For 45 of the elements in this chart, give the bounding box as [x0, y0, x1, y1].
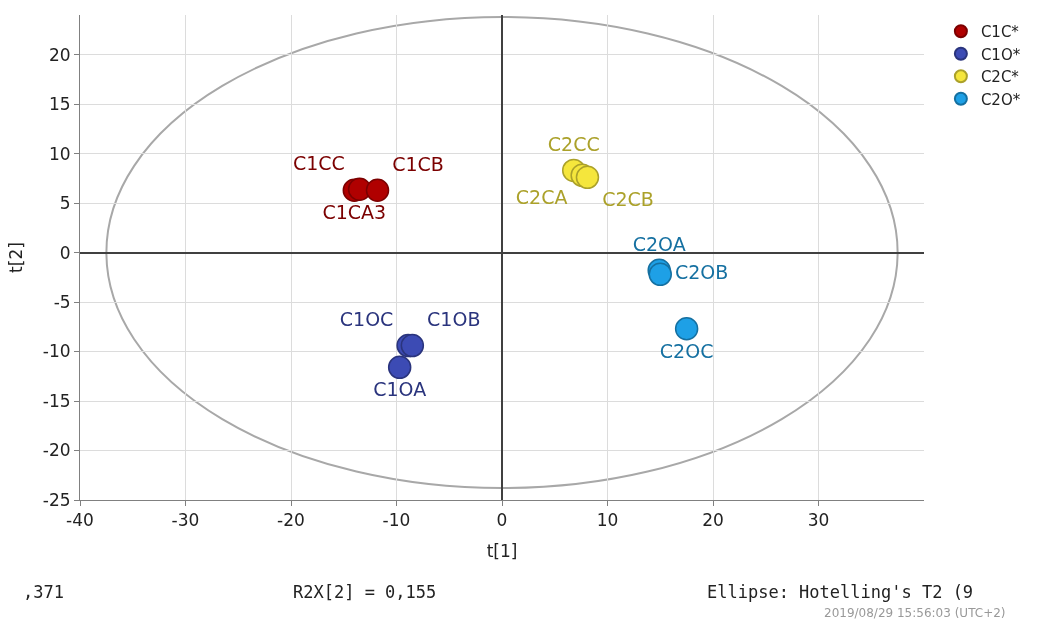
x-axis-title: t[1] [486, 540, 518, 561]
data-label: C1OA [373, 378, 427, 401]
data-label: C2CC [547, 132, 600, 155]
legend-label: C2C* [980, 68, 1020, 87]
x-tick-label: 0 [496, 510, 508, 531]
point [575, 165, 600, 190]
y-tick-label: 0 [59, 242, 71, 263]
data-label: C1CC [292, 151, 345, 174]
data-label: C2OA [632, 232, 686, 255]
x-tick-label: 20 [702, 510, 724, 531]
x-tick-label: 10 [596, 510, 619, 531]
y-tick-label: -10 [42, 341, 71, 362]
legend-label: C1O* [980, 45, 1021, 64]
point [674, 317, 699, 341]
point [400, 333, 425, 358]
text: 2019/08/29 15:56:03 (UTC+2) [824, 606, 1006, 620]
y-tick-label: -20 [42, 440, 71, 461]
x-tick-label: -10 [382, 510, 411, 531]
data-label: C1OC [339, 308, 394, 331]
legend-label: C2O* [980, 90, 1021, 109]
x-tick-label: -40 [66, 510, 94, 531]
text: Ellipse: Hotelling's T2 (9 [707, 582, 974, 602]
y-tick-label: -5 [53, 291, 71, 312]
text: ,371 [23, 582, 64, 602]
x-tick-label: 30 [807, 510, 830, 531]
y-tick-label: -15 [42, 390, 71, 411]
x-tick-label: -20 [277, 510, 305, 531]
point [387, 355, 412, 380]
data-label: C1CB [392, 152, 444, 175]
y-tick-label: -25 [42, 489, 71, 510]
data-label: C2OB [675, 261, 729, 284]
y-tick-label: 10 [48, 143, 71, 164]
data-label: C1CA3 [322, 201, 387, 224]
x-tick-label: -30 [171, 510, 200, 531]
y-axis-title: t[2] [6, 242, 27, 273]
point [365, 178, 390, 202]
y-tick-label: 20 [48, 44, 71, 65]
y-tick-label: 15 [48, 94, 71, 115]
data-label: C2OC [659, 339, 714, 362]
data-label: C1OB [427, 308, 481, 331]
data-label: C2CA [515, 186, 568, 209]
text: R2X[2] = 0,155 [293, 582, 437, 602]
y-tick-label: 5 [59, 193, 71, 214]
legend-label: C1C* [980, 23, 1020, 42]
data-label: C2CB [602, 188, 654, 211]
